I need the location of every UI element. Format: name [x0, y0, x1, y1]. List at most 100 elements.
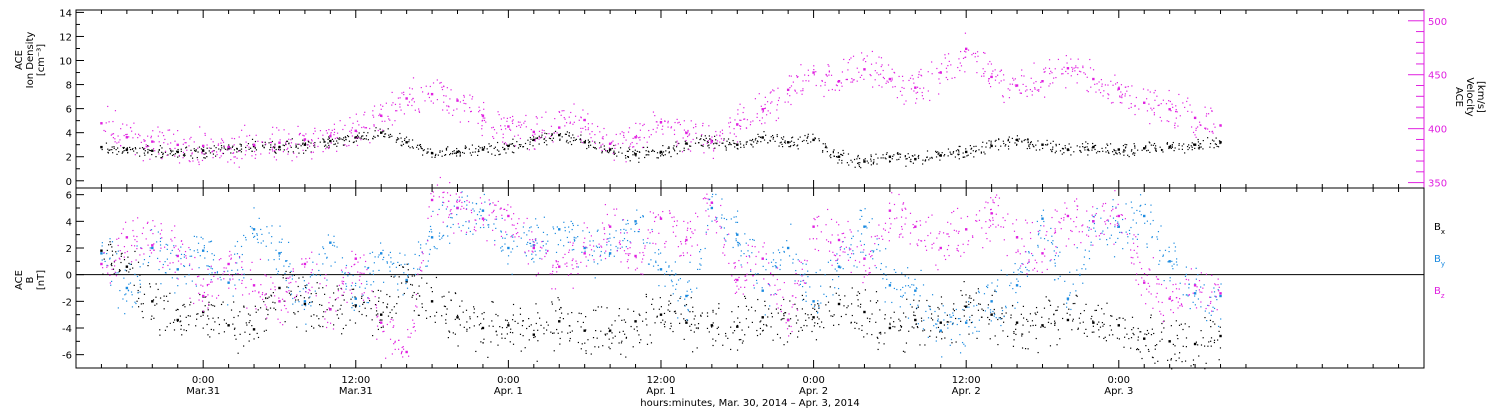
noise-dot	[624, 333, 626, 335]
noise-dot	[542, 231, 545, 233]
noise-dot	[1117, 221, 1119, 223]
noise-dot	[1174, 124, 1176, 126]
noise-dot	[797, 148, 799, 150]
noise-dot	[624, 154, 627, 157]
noise-dot	[134, 273, 136, 275]
noise-dot	[354, 137, 356, 139]
noise-dot	[1022, 317, 1025, 319]
noise-dot	[1139, 205, 1141, 207]
noise-dot	[1159, 249, 1161, 252]
noise-dot	[721, 129, 723, 131]
noise-dot	[673, 148, 675, 150]
noise-dot	[122, 147, 125, 150]
noise-dot	[109, 257, 111, 259]
noise-dot	[1054, 262, 1056, 264]
noise-dot	[1016, 278, 1018, 280]
noise-dot	[776, 135, 778, 138]
noise-dot	[1096, 207, 1098, 210]
noise-dot	[333, 241, 335, 244]
noise-dot	[642, 146, 644, 149]
noise-dot	[606, 150, 609, 152]
noise-dot	[655, 121, 657, 123]
noise-dot	[1000, 318, 1002, 320]
noise-dot	[632, 346, 634, 348]
noise-dot	[884, 314, 886, 316]
data-point	[837, 265, 841, 268]
noise-dot	[1059, 251, 1061, 253]
noise-dot	[268, 142, 270, 144]
noise-dot	[733, 329, 736, 332]
noise-dot	[367, 302, 370, 304]
noise-dot	[623, 228, 625, 231]
noise-dot	[158, 268, 160, 271]
noise-dot	[948, 60, 950, 63]
noise-dot	[169, 268, 171, 270]
noise-dot	[513, 152, 515, 154]
noise-dot	[1210, 107, 1212, 109]
noise-dot	[483, 146, 486, 148]
noise-dot	[764, 300, 766, 302]
noise-dot	[1184, 275, 1187, 278]
noise-dot	[1007, 335, 1009, 338]
noise-dot	[1150, 204, 1152, 206]
noise-dot	[372, 116, 375, 118]
noise-dot	[417, 268, 419, 270]
noise-dot	[464, 147, 466, 149]
noise-dot	[407, 269, 409, 271]
noise-dot	[234, 327, 236, 329]
data-point	[201, 144, 205, 148]
noise-dot	[977, 309, 980, 311]
noise-dot	[477, 154, 479, 156]
noise-dot	[768, 308, 770, 310]
noise-dot	[780, 319, 782, 321]
noise-dot	[327, 138, 329, 140]
noise-dot	[745, 127, 748, 129]
noise-dot	[670, 322, 672, 325]
noise-dot	[489, 145, 491, 148]
noise-dot	[400, 109, 402, 111]
noise-dot	[152, 147, 155, 150]
noise-dot	[585, 352, 587, 354]
noise-dot	[278, 255, 280, 257]
noise-dot	[548, 137, 551, 139]
noise-dot	[1031, 320, 1034, 322]
noise-dot	[310, 325, 313, 327]
noise-dot	[701, 144, 703, 147]
noise-dot	[818, 138, 820, 140]
data-point	[151, 244, 154, 247]
noise-dot	[1133, 212, 1135, 214]
noise-dot	[158, 148, 160, 151]
noise-dot	[1086, 89, 1088, 92]
noise-dot	[625, 139, 627, 141]
noise-dot	[939, 331, 941, 333]
noise-dot	[153, 249, 155, 251]
noise-dot	[782, 246, 784, 248]
noise-dot	[240, 145, 242, 147]
data-point	[990, 75, 993, 79]
noise-dot	[261, 233, 263, 235]
noise-dot	[434, 154, 437, 157]
noise-dot	[835, 292, 837, 294]
noise-dot	[645, 154, 647, 156]
noise-dot	[248, 148, 250, 150]
noise-dot	[324, 141, 326, 143]
noise-dot	[1213, 339, 1216, 341]
noise-dot	[418, 255, 420, 257]
noise-dot	[836, 156, 838, 158]
noise-dot	[828, 74, 830, 76]
noise-dot	[900, 289, 902, 291]
noise-dot	[354, 296, 356, 298]
noise-dot	[511, 143, 513, 145]
noise-dot	[580, 117, 582, 119]
noise-dot	[191, 152, 193, 154]
noise-dot	[907, 153, 909, 155]
noise-dot	[537, 329, 539, 331]
noise-dot	[581, 141, 584, 144]
noise-dot	[734, 143, 736, 145]
noise-dot	[1046, 139, 1048, 142]
noise-dot	[129, 148, 132, 151]
noise-dot	[610, 249, 612, 251]
noise-dot	[334, 143, 337, 145]
noise-dot	[580, 348, 582, 350]
noise-dot	[911, 306, 913, 308]
